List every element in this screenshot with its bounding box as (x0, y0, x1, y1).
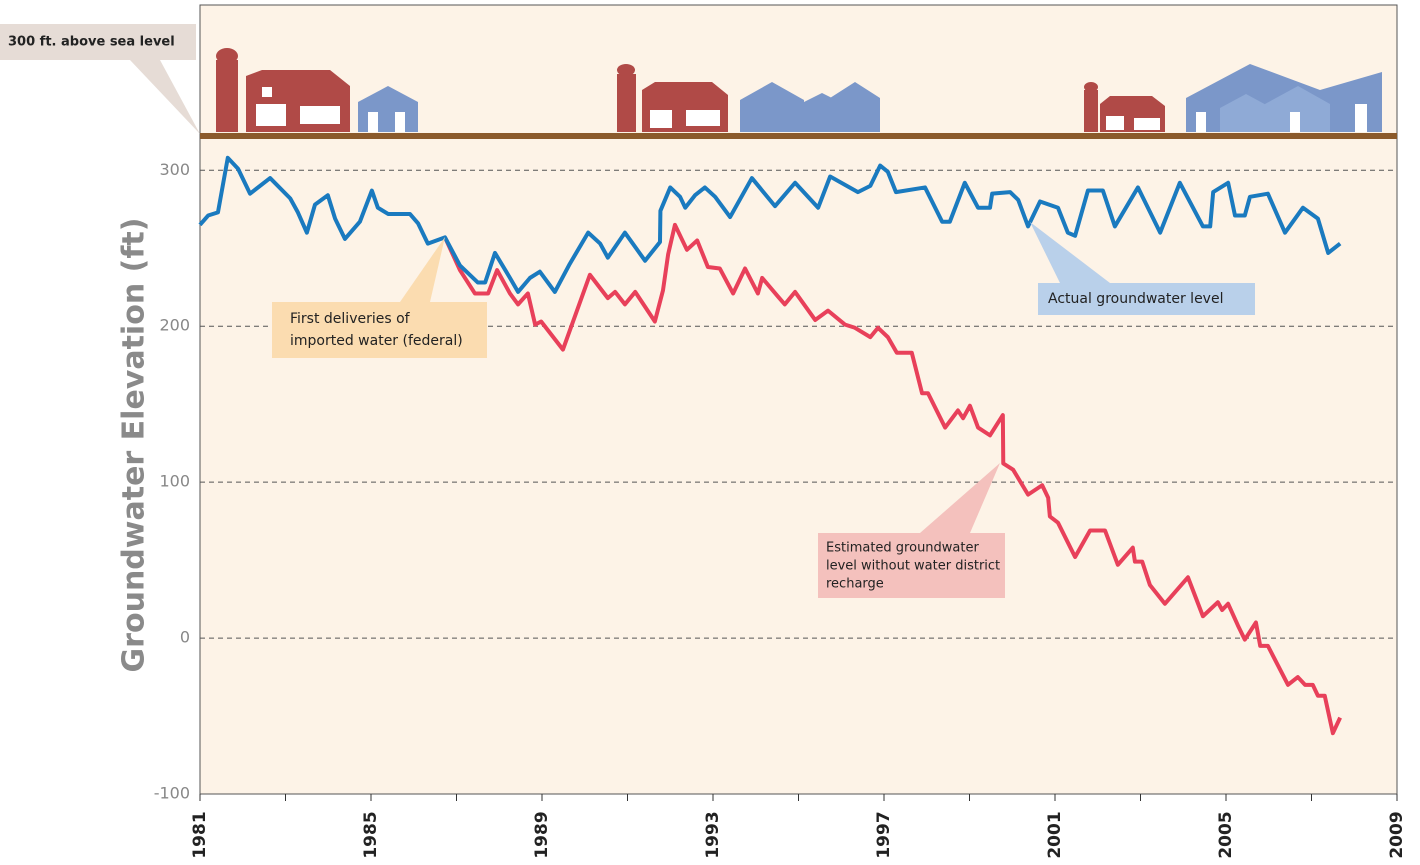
y-tick-label: 300 (159, 160, 190, 179)
x-tick-label: 1993 (703, 811, 723, 858)
y-tick-label: -100 (154, 784, 190, 803)
annotation: First deliveries of (290, 311, 411, 327)
x-tick-label: 1985 (361, 811, 381, 858)
annotation: Actual groundwater level (1048, 291, 1223, 307)
chart: 300 ft. above sea level First deliveries… (0, 0, 1420, 865)
x-tick-label: 2005 (1216, 811, 1236, 858)
y-axis-label: Groundwater Elevation (ft) (117, 218, 152, 673)
x-tick-label: 2001 (1045, 811, 1065, 858)
annotation: level without water district (826, 559, 1000, 574)
x-tick-label: 2009 (1387, 811, 1407, 858)
x-tick-label: 1989 (532, 811, 552, 858)
x-tick-label: 1981 (190, 811, 210, 858)
y-tick-label: 0 (180, 628, 190, 647)
y-tick-label: 200 (159, 316, 190, 335)
annotation: imported water (federal) (290, 333, 463, 349)
y-tick-label: 100 (159, 472, 190, 491)
callout-pointer (130, 60, 200, 134)
x-tick-label: 1997 (874, 811, 894, 858)
annotation: Estimated groundwater (826, 541, 979, 556)
annotation: 300 ft. above sea level (8, 35, 175, 50)
annotation: recharge (826, 577, 884, 592)
